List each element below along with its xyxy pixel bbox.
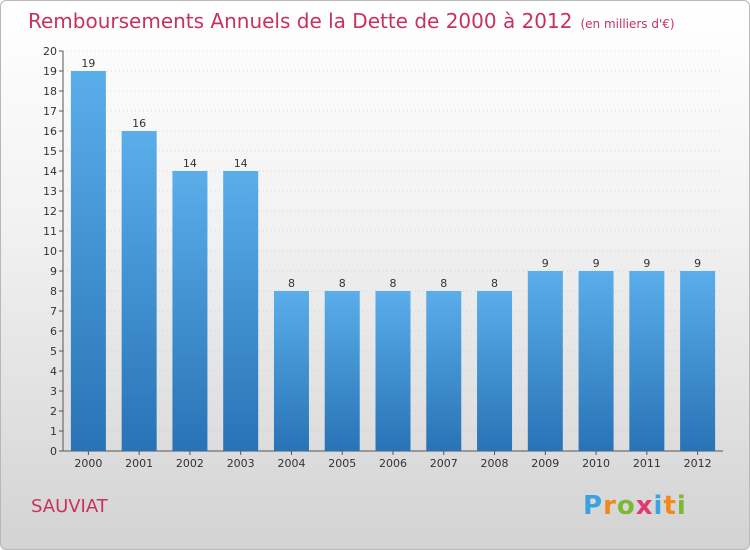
x-tick-label: 2011 [633,457,661,470]
x-tick-label: 2000 [74,457,102,470]
y-tick-label: 11 [43,225,57,238]
x-tick-label: 2010 [582,457,610,470]
bar [426,291,462,451]
y-tick-label: 9 [50,265,57,278]
y-tick-label: 20 [43,45,57,58]
y-tick-label: 15 [43,145,57,158]
logo-letter: r [603,491,617,521]
bar [375,291,411,451]
bar-value-label: 16 [132,117,146,130]
logo-letter: t [663,491,677,521]
y-tick-label: 5 [50,345,57,358]
logo-letter: x [635,491,654,521]
bar-value-label: 9 [694,257,701,270]
bar-value-label: 8 [491,277,498,290]
bar-value-label: 9 [643,257,650,270]
commune-name: SAUVIAT [31,496,108,517]
y-tick-label: 4 [50,365,57,378]
x-tick-label: 2002 [176,457,204,470]
x-tick-label: 2007 [430,457,458,470]
chart-unit-note: (en milliers d'€) [580,17,675,31]
x-tick-label: 2012 [684,457,712,470]
y-tick-label: 1 [50,425,57,438]
y-tick-label: 0 [50,445,57,458]
logo-letter: i [653,491,664,521]
chart-title: Remboursements Annuels de la Dette de 20… [28,9,675,33]
bar-value-label: 8 [339,277,346,290]
x-tick-label: 2008 [481,457,509,470]
y-tick-label: 7 [50,305,57,318]
y-tick-label: 12 [43,205,57,218]
x-tick-label: 2009 [531,457,559,470]
y-tick-label: 19 [43,65,57,78]
bar [172,171,208,451]
x-tick-label: 2003 [227,457,255,470]
bar [578,271,614,451]
x-tick-label: 2001 [125,457,153,470]
logo-letter: o [616,491,636,521]
y-tick-label: 3 [50,385,57,398]
y-tick-label: 8 [50,285,57,298]
bar [70,71,106,451]
bar-value-label: 8 [288,277,295,290]
y-tick-label: 14 [43,165,57,178]
bar-value-label: 9 [593,257,600,270]
bar-value-label: 8 [390,277,397,290]
bar [477,291,513,451]
chart-title-main: Remboursements Annuels de la Dette de 20… [28,9,573,33]
y-tick-label: 16 [43,125,57,138]
x-tick-label: 2006 [379,457,407,470]
bar-value-label: 14 [234,157,248,170]
logo-letter: P [583,491,604,521]
bar [273,291,309,451]
bar [680,271,716,451]
bar [324,291,360,451]
bar [527,271,563,451]
y-tick-label: 6 [50,325,57,338]
bar-value-label: 8 [440,277,447,290]
y-tick-label: 10 [43,245,57,258]
bar [629,271,665,451]
y-tick-label: 18 [43,85,57,98]
x-tick-label: 2005 [328,457,356,470]
bar-value-label: 14 [183,157,197,170]
bar-value-label: 19 [81,57,95,70]
y-tick-label: 17 [43,105,57,118]
y-tick-label: 13 [43,185,57,198]
x-tick-label: 2004 [277,457,305,470]
y-tick-label: 2 [50,405,57,418]
bar [223,171,259,451]
bar-value-label: 9 [542,257,549,270]
bar [121,131,157,451]
logo-letter: i [676,491,687,521]
proxiti-logo: Proxiti [583,491,687,521]
